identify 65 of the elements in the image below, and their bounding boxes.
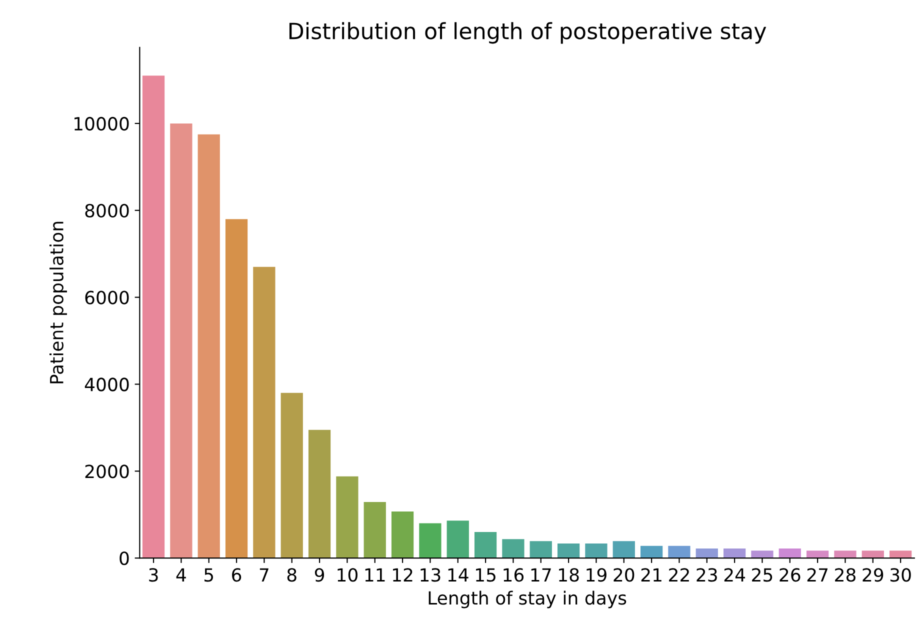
x-tick-label: 19 (586, 568, 606, 582)
y-axis-title: Patient population (49, 222, 67, 384)
x-tick-label: 18 (559, 568, 579, 582)
bar (336, 476, 358, 558)
x-tick-label: 22 (669, 568, 689, 582)
x-tick-label: 5 (204, 568, 214, 582)
x-tick-label: 6 (232, 568, 242, 582)
bar (890, 550, 912, 558)
x-tick-label: 9 (314, 568, 324, 582)
bar (668, 546, 690, 558)
x-tick-label: 20 (614, 568, 634, 582)
x-tick-label: 23 (696, 568, 717, 582)
bar (612, 541, 635, 558)
bar (834, 550, 856, 558)
bar (696, 548, 718, 558)
bar (364, 502, 386, 558)
y-tick-label: 8000 (85, 204, 129, 218)
bar (280, 392, 303, 558)
y-tick-label: 0 (120, 552, 129, 566)
x-tick-label: 25 (752, 568, 772, 582)
x-tick-label: 30 (890, 568, 911, 582)
x-tick-label: 15 (476, 568, 496, 582)
bar (474, 532, 497, 558)
bar (723, 548, 746, 558)
bar (170, 123, 192, 558)
y-tick-label: 10000 (74, 116, 129, 131)
bar (198, 134, 220, 558)
bar (530, 541, 552, 558)
bar (585, 543, 608, 558)
x-tick-label: 24 (724, 568, 746, 582)
bar (862, 550, 884, 558)
x-tick-label: 10 (338, 568, 358, 582)
x-tick-label: 11 (365, 568, 385, 582)
x-tick-label: 29 (862, 568, 884, 582)
x-tick-label: 26 (780, 568, 800, 582)
chart-title: Distribution of length of postoperative stay (289, 22, 766, 44)
x-tick-label: 4 (176, 568, 186, 582)
bar (253, 266, 276, 558)
x-tick-label: 13 (420, 568, 440, 582)
y-tick-label: 6000 (85, 290, 129, 304)
y-tick-label: 4000 (84, 378, 129, 392)
x-tick-label: 8 (287, 568, 296, 582)
bar (778, 548, 801, 558)
bar (446, 520, 469, 558)
x-tick-label: 12 (393, 568, 412, 582)
x-tick-label: 27 (807, 568, 828, 582)
x-tick-label: 17 (531, 568, 551, 582)
bar (502, 539, 524, 558)
bar (806, 550, 829, 558)
bar (640, 546, 663, 558)
bar (419, 523, 442, 558)
bar (308, 430, 331, 558)
x-axis-title: Length of stay in days (428, 590, 626, 608)
bar (557, 543, 580, 558)
x-tick-label: 28 (835, 568, 856, 582)
bar (142, 76, 165, 558)
x-tick-label: 21 (641, 568, 662, 582)
bar (751, 550, 774, 558)
bar (391, 512, 414, 558)
x-tick-label: 7 (260, 568, 268, 582)
y-tick-label: 2000 (85, 464, 129, 478)
bar (225, 219, 248, 558)
x-tick-label: 14 (448, 568, 468, 582)
x-tick-label: 16 (504, 568, 524, 582)
x-tick-label: 3 (149, 568, 158, 582)
